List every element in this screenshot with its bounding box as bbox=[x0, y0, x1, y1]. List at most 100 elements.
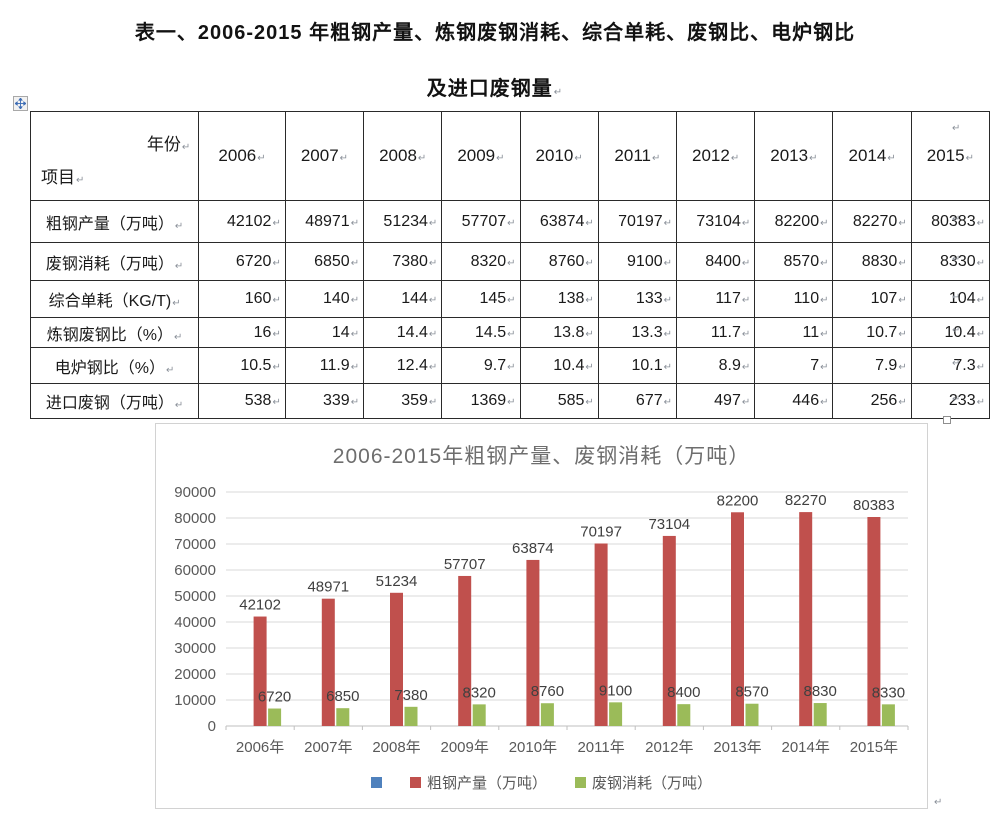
value-cell[interactable]: 11.9↵ bbox=[284, 347, 365, 384]
value-cell[interactable]: 48971↵ bbox=[284, 200, 365, 243]
value-cell[interactable]: 8570↵ bbox=[754, 242, 834, 281]
table-move-handle-icon[interactable] bbox=[13, 96, 28, 111]
value-cell[interactable]: 256↵ bbox=[832, 383, 912, 419]
value-cell[interactable]: 14↵ bbox=[284, 317, 365, 348]
value-cell[interactable]: 446↵ bbox=[754, 383, 834, 419]
row-label-cell[interactable]: 炼钢废钢比（%）↵ bbox=[29, 317, 200, 348]
value-cell[interactable]: 7↵ bbox=[754, 347, 834, 384]
value-cell[interactable]: 13.8↵ bbox=[519, 317, 599, 348]
value-cell[interactable]: 585↵ bbox=[519, 383, 599, 419]
value-cell[interactable]: 16↵ bbox=[198, 317, 286, 348]
value-cell[interactable]: 133↵ bbox=[597, 280, 678, 318]
value-cell[interactable]: 10.5↵ bbox=[198, 347, 286, 384]
value-cell[interactable]: 140↵ bbox=[284, 280, 365, 318]
value-cell[interactable]: 8760↵ bbox=[519, 242, 599, 281]
value-cell[interactable]: 8830↵ bbox=[832, 242, 912, 281]
data-table: 年份↵ 项目↵ 2006↵ 2007↵ 2008↵ 2009↵ 2010↵ 2011↵ 2012… bbox=[29, 111, 990, 419]
value-cell[interactable]: 160↵ bbox=[198, 280, 286, 318]
value-cell[interactable]: 9.7↵ bbox=[441, 347, 521, 384]
value-cell[interactable]: 6850↵ bbox=[284, 242, 365, 281]
paragraph-mark: ↵ bbox=[663, 328, 673, 340]
value-cell[interactable]: 359↵ bbox=[363, 383, 443, 419]
bar-crude-steel-output bbox=[390, 592, 403, 726]
row-label-cell[interactable]: 电炉钢比（%）↵ bbox=[29, 347, 200, 384]
value-cell[interactable]: 145↵ bbox=[441, 280, 521, 318]
bar-crude-steel-output bbox=[253, 616, 267, 726]
value-cell[interactable]: 339↵ bbox=[284, 383, 365, 419]
value-cell[interactable]: 8320↵ bbox=[441, 242, 521, 281]
value-cell[interactable]: 538↵ bbox=[198, 383, 286, 419]
year-header-cell[interactable]: 2010↵ bbox=[519, 111, 599, 201]
year-header-cell[interactable]: 2015↵ bbox=[910, 111, 990, 201]
paragraph-mark: ↵ bbox=[585, 295, 594, 306]
paragraph-mark: ↵ bbox=[428, 361, 438, 373]
bar-scrap-consumption bbox=[404, 706, 418, 726]
value-cell[interactable]: 138↵ bbox=[519, 280, 599, 318]
year-header-cell[interactable]: 2013↵ bbox=[754, 111, 834, 201]
doc-title-line2: 及进口废钢量↵ bbox=[0, 72, 990, 101]
value-cell[interactable]: 10.7↵ bbox=[832, 317, 912, 348]
bar-crude-steel-output bbox=[526, 559, 540, 726]
value-cell[interactable]: 10.4↵ bbox=[910, 317, 990, 348]
value-cell[interactable]: 14.5↵ bbox=[441, 317, 521, 348]
year-header-cell[interactable]: 2008↵ bbox=[363, 111, 443, 201]
value-cell[interactable]: 10.1↵ bbox=[597, 347, 678, 384]
value-cell[interactable]: 9100↵ bbox=[597, 242, 678, 281]
paragraph-mark: ↵ bbox=[507, 257, 516, 269]
bar-scrap-consumption bbox=[881, 704, 895, 726]
value-cell[interactable]: 8400↵ bbox=[676, 242, 756, 281]
value-cell[interactable]: 8330↵ bbox=[910, 242, 990, 281]
value-cell[interactable]: 63874↵ bbox=[519, 200, 599, 243]
value-cell[interactable]: 104↵ bbox=[910, 280, 990, 318]
data-label: 6850 bbox=[326, 688, 359, 705]
chart[interactable]: 0 10000 20000 30000 40000 50000 60000 70000 8000… bbox=[155, 423, 928, 809]
value-cell[interactable]: 11.7↵ bbox=[676, 317, 756, 348]
year-header-cell[interactable]: 2006↵ bbox=[198, 111, 286, 201]
value-cell[interactable]: 110↵ bbox=[754, 280, 834, 318]
table-resize-handle[interactable] bbox=[943, 416, 951, 424]
table-corner-cell[interactable]: 年份↵ 项目↵ bbox=[29, 111, 200, 201]
year-header-cell[interactable]: 2012↵ bbox=[676, 111, 756, 201]
row-label-cell[interactable]: 进口废钢（万吨）↵ bbox=[29, 383, 200, 419]
value-cell[interactable]: 14.4↵ bbox=[363, 317, 443, 348]
value-cell[interactable]: 70197↵ bbox=[597, 200, 678, 243]
value-cell[interactable]: 73104↵ bbox=[676, 200, 756, 243]
four-way-arrow-icon bbox=[15, 98, 26, 109]
value-cell[interactable]: 13.3↵ bbox=[597, 317, 678, 348]
value-cell[interactable]: 8.9↵ bbox=[676, 347, 756, 384]
paragraph-mark: ↵ bbox=[428, 328, 438, 340]
value-cell[interactable]: 6720↵ bbox=[198, 242, 286, 281]
value-cell[interactable]: 82270↵ bbox=[832, 200, 912, 243]
row-label-cell[interactable]: 粗钢产量（万吨）↵ bbox=[29, 200, 200, 243]
value-cell[interactable]: 107↵ bbox=[832, 280, 912, 318]
value-cell[interactable]: 497↵ bbox=[676, 383, 756, 419]
legend-item: 粗钢产量（万吨） bbox=[409, 772, 547, 793]
value-cell[interactable]: 7.9↵ bbox=[832, 347, 912, 384]
value-cell[interactable]: 10.4↵ bbox=[519, 347, 599, 384]
year-header-cell[interactable]: 2009↵ bbox=[441, 111, 521, 201]
value-cell[interactable]: 51234↵ bbox=[363, 200, 443, 243]
year-header-cell[interactable]: 2007↵ bbox=[284, 111, 365, 201]
value-cell[interactable]: 117↵ bbox=[676, 280, 756, 318]
value-cell[interactable]: 12.4↵ bbox=[363, 347, 443, 384]
value-cell[interactable]: 144↵ bbox=[363, 280, 443, 318]
paragraph-mark: ↵ bbox=[820, 361, 829, 373]
value-cell[interactable]: 57707↵ bbox=[441, 200, 521, 243]
value-cell[interactable]: 42102↵ bbox=[198, 200, 286, 243]
row-label-cell[interactable]: 综合单耗（KG/T)↵ bbox=[29, 280, 200, 318]
paragraph-mark: ↵ bbox=[428, 257, 438, 269]
row-label-cell[interactable]: 废钢消耗（万吨）↵ bbox=[29, 242, 200, 281]
paragraph-mark: ↵ bbox=[172, 298, 181, 309]
value-cell[interactable]: 677↵ bbox=[597, 383, 678, 419]
value-cell[interactable]: 11↵ bbox=[754, 317, 834, 348]
value-cell[interactable]: 7.3↵ bbox=[910, 347, 990, 384]
value-cell[interactable]: 7380↵ bbox=[363, 242, 443, 281]
year-header-cell[interactable]: 2014↵ bbox=[832, 111, 912, 201]
value-cell[interactable]: 82200↵ bbox=[754, 200, 834, 243]
year-header-cell[interactable]: 2011↵ bbox=[597, 111, 678, 201]
value-cell[interactable]: 233↵ bbox=[910, 383, 990, 419]
bar-scrap-consumption bbox=[609, 702, 623, 726]
value-cell[interactable]: 80383↵ bbox=[910, 200, 990, 243]
value-cell[interactable]: 1369↵ bbox=[441, 383, 521, 419]
bar-crude-steel-output bbox=[867, 517, 881, 726]
